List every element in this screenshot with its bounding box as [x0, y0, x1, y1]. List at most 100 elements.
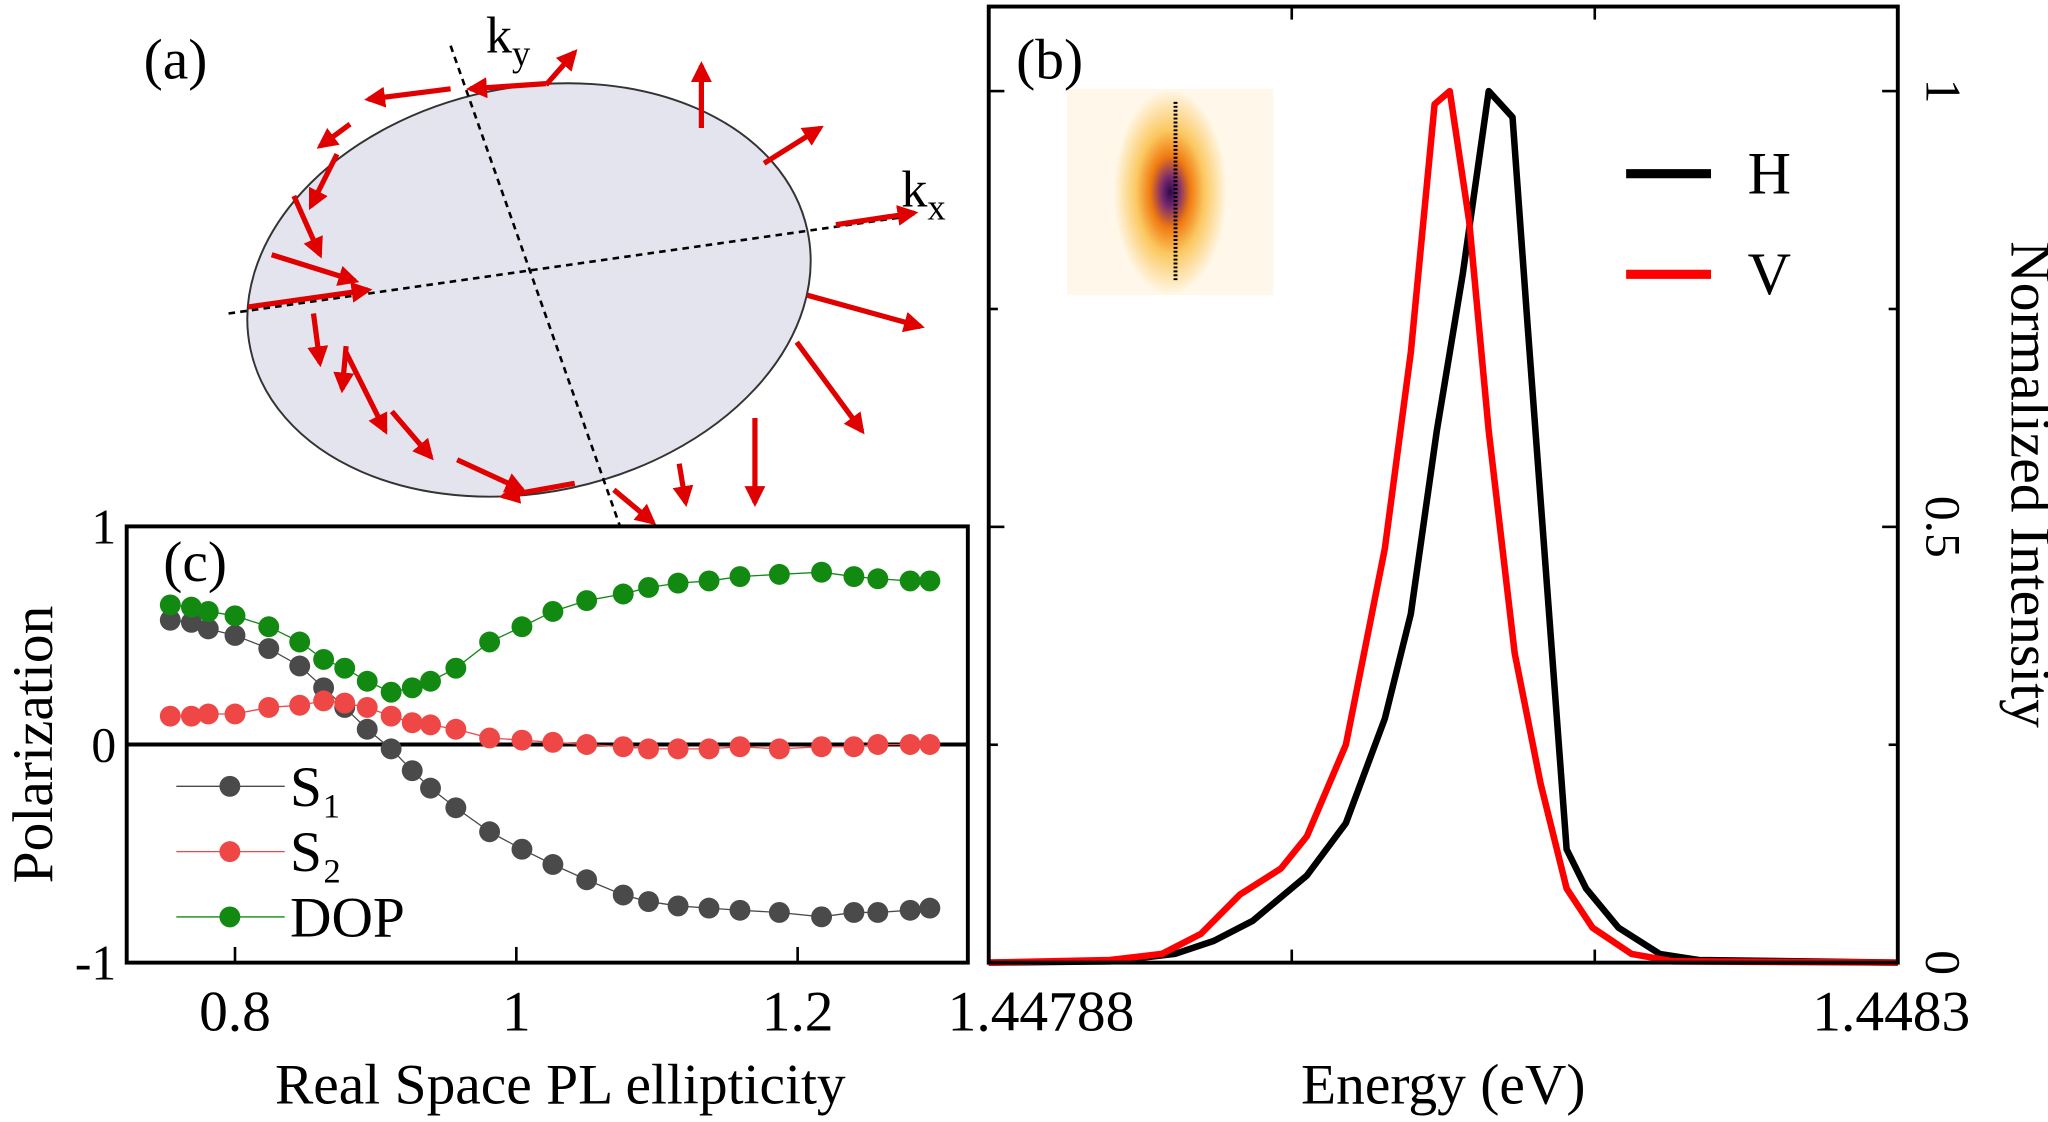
axis-label: kx — [901, 160, 945, 227]
sub: x — [927, 186, 945, 227]
data-point — [380, 738, 402, 760]
data-point — [420, 670, 441, 692]
y-axis-title: Normalized Intensity — [1998, 241, 2048, 728]
data-point — [729, 736, 751, 758]
data-point — [289, 655, 311, 677]
k: k — [486, 6, 513, 64]
data-point — [867, 568, 889, 590]
data-point — [180, 705, 202, 727]
data-point — [289, 694, 311, 716]
data-point — [698, 897, 720, 919]
data-point — [380, 705, 402, 727]
data-point — [479, 821, 501, 843]
data-point — [445, 797, 467, 819]
k: k — [901, 160, 928, 218]
data-point — [445, 657, 467, 679]
data-point — [420, 777, 441, 799]
data-point — [729, 899, 751, 921]
data-point — [576, 590, 598, 611]
kx-axis — [228, 214, 915, 315]
data-point — [867, 902, 889, 923]
y-tick-label: 1 — [1916, 79, 1971, 104]
data-point — [197, 703, 219, 725]
legend-label: DOP — [290, 887, 405, 950]
panel-label: (a) — [144, 28, 208, 91]
data-point — [667, 572, 689, 594]
data-point — [420, 714, 441, 736]
y-tick-label: 0 — [91, 717, 116, 772]
data-point — [542, 854, 564, 875]
data-point — [843, 902, 865, 923]
y-tick-label: -1 — [75, 936, 116, 991]
data-point — [479, 631, 501, 653]
data-point — [899, 899, 921, 921]
data-point — [919, 734, 941, 755]
data-point — [479, 727, 501, 749]
data-point — [919, 570, 941, 592]
data-point — [356, 696, 378, 718]
data-line — [988, 87, 1898, 966]
x-tick-label: 1 — [502, 981, 531, 1044]
data-point — [638, 577, 659, 598]
data-point — [667, 738, 689, 760]
data-point — [289, 631, 311, 653]
y-tick-label: 1 — [91, 499, 116, 554]
data-point — [698, 738, 720, 760]
data-point — [612, 884, 634, 906]
legend-label: S₂ — [290, 821, 342, 884]
y-axis-title: Polarization — [2, 606, 65, 884]
sub: y — [512, 32, 531, 73]
data-point — [768, 563, 790, 585]
data-point — [542, 731, 564, 753]
inset-image — [1067, 88, 1274, 296]
data-point — [258, 696, 280, 718]
spin-arrows — [247, 49, 925, 526]
ky-axis — [449, 45, 629, 547]
data-point — [511, 729, 533, 751]
data-point — [576, 869, 598, 891]
legend-label: H — [1748, 139, 1791, 206]
data-point — [159, 594, 181, 616]
data-point — [224, 605, 246, 627]
data-line — [988, 87, 1898, 966]
legend-marker — [219, 906, 241, 928]
data-point — [197, 601, 219, 622]
data-point — [511, 838, 533, 860]
plot-frame — [124, 524, 970, 965]
data-point — [334, 692, 356, 714]
data-point — [334, 657, 356, 679]
connector-line — [170, 619, 930, 918]
panel-a: (a) ky kx — [144, 6, 946, 547]
data-point — [356, 718, 378, 740]
legend-marker — [219, 841, 241, 863]
legend-label: V — [1748, 240, 1791, 307]
y-tick-label: 0.5 — [1916, 496, 1971, 558]
panel-label: (b) — [1016, 28, 1083, 91]
data-point — [576, 734, 598, 755]
x-axis-title: Real Space PL ellipticity — [275, 1054, 846, 1117]
panel-label: (c) — [163, 531, 227, 594]
x-tick-label: 1.2 — [762, 981, 834, 1044]
data-point — [445, 718, 467, 740]
x-tick-label: 1.44788 — [948, 981, 1135, 1044]
y-tick-label: 0 — [1916, 950, 1971, 975]
data-point — [401, 712, 423, 734]
data-point — [159, 609, 181, 631]
connector-line — [170, 571, 930, 693]
data-point — [401, 677, 423, 699]
data-point — [511, 616, 533, 638]
data-point — [258, 616, 280, 638]
data-point — [698, 570, 720, 592]
connector-line — [170, 700, 930, 750]
x-tick-label: 1.4483 — [1812, 981, 1970, 1044]
data-point — [224, 625, 246, 646]
data-point — [729, 566, 751, 588]
plot-frame — [986, 4, 1900, 965]
data-point — [899, 734, 921, 755]
data-point — [180, 596, 202, 618]
data-point — [638, 738, 659, 760]
data-point — [811, 561, 832, 583]
data-point — [919, 897, 941, 919]
data-point — [197, 618, 219, 640]
